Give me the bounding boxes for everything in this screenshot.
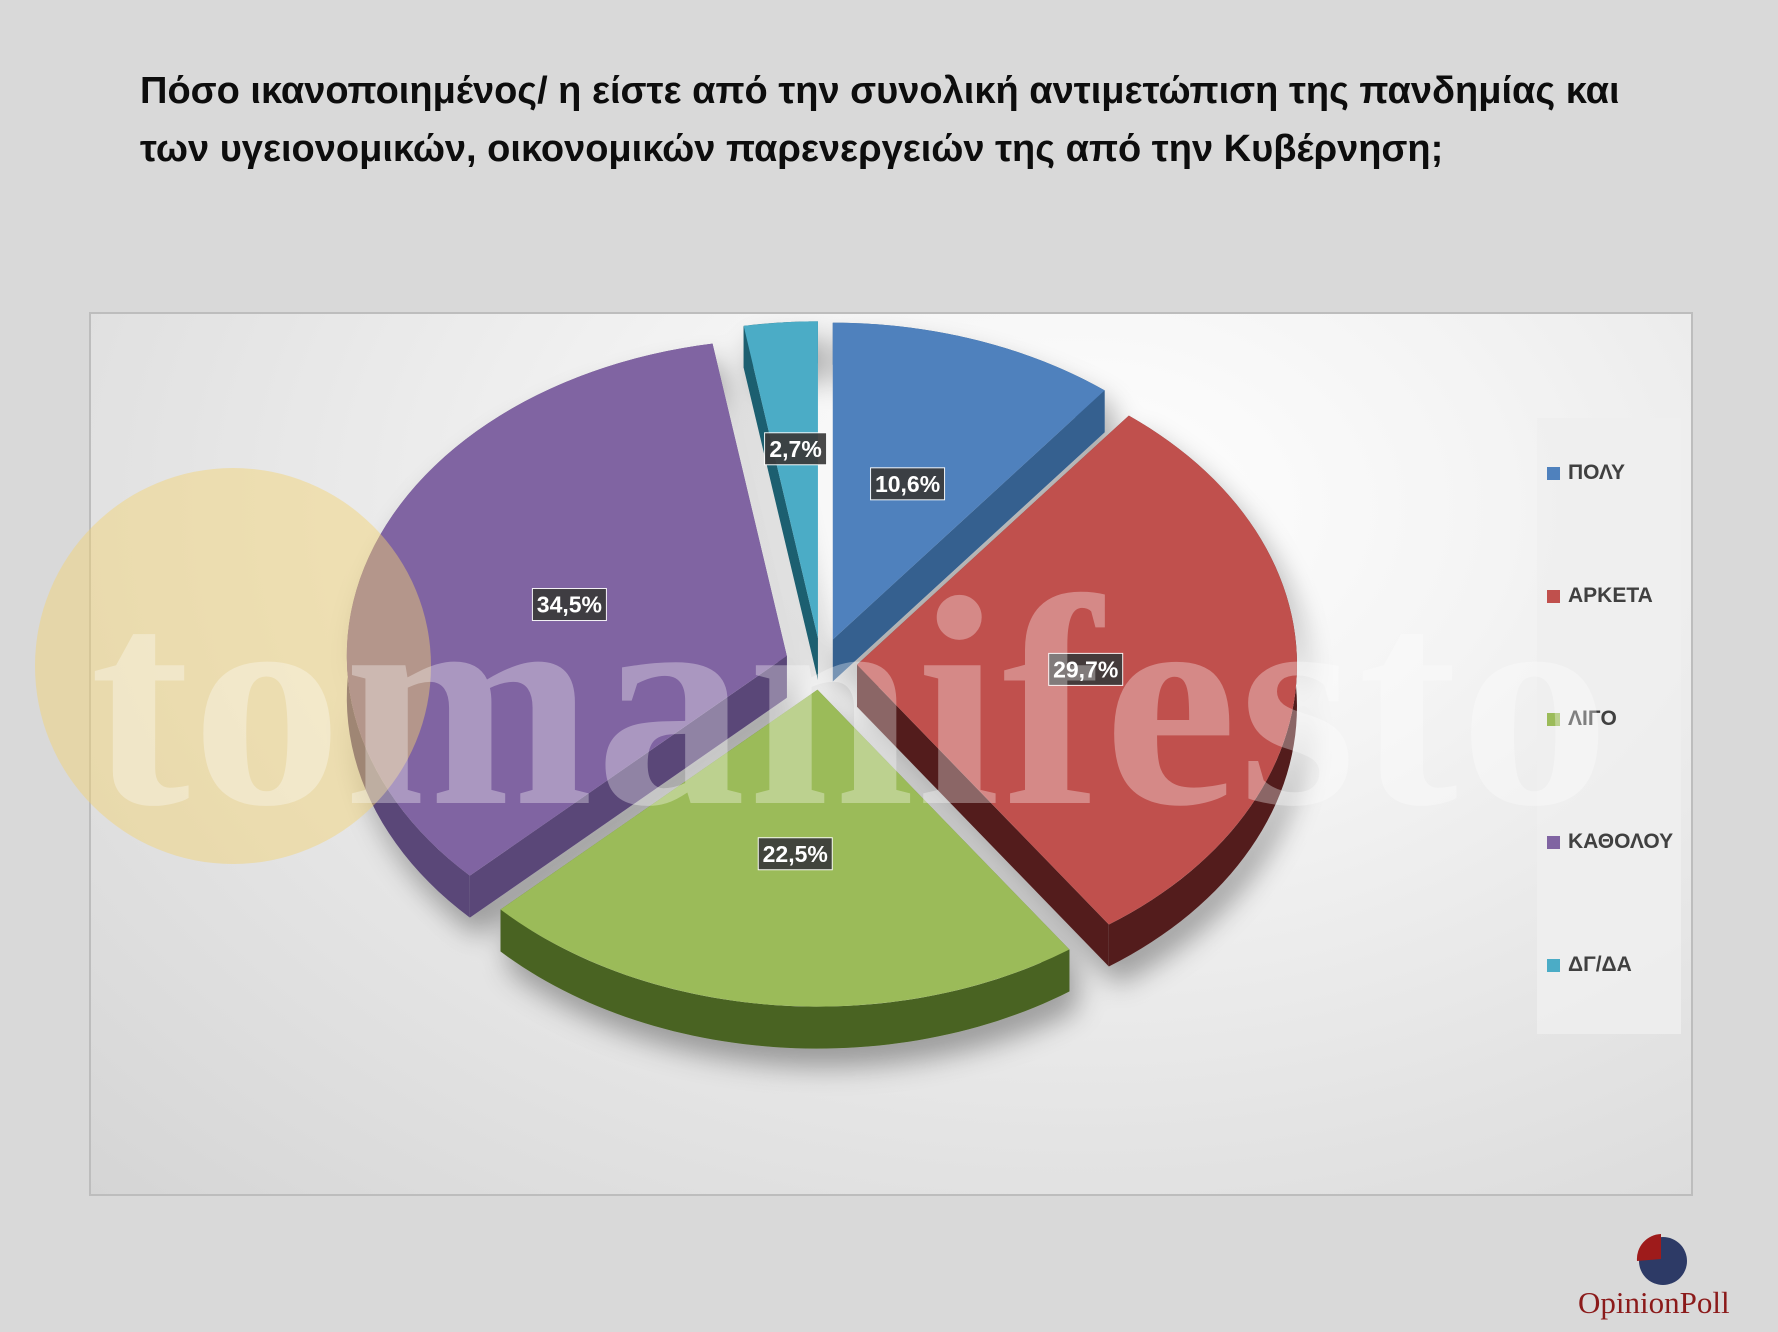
chart-area: 10,6% 29,7% 22,5% 34,5% 2,7% ΠΟΛΥ ΑΡΚΕΤΑ ΛΙΓΟ Κ… — [89, 312, 1693, 1196]
opinionpoll-logo: OpinionPoll — [1574, 1228, 1764, 1323]
data-label-text-1: 10,6% — [875, 471, 940, 497]
pie-wall-1-2 — [832, 390, 1105, 682]
data-label-2: 29,7% — [1048, 652, 1124, 686]
legend-item-2: ΑΡΚΕΤΑ — [1547, 583, 1653, 609]
data-label-text-5: 2,7% — [769, 436, 821, 462]
data-label-text-3: 22,5% — [763, 841, 828, 867]
legend-label-3: ΛΙΓΟ — [1568, 707, 1617, 730]
pie-side-3 — [500, 909, 1070, 1049]
legend-swatch-1 — [1547, 466, 1560, 480]
data-label-box-2 — [1048, 652, 1124, 686]
pie-slice-1 — [832, 322, 1105, 640]
data-label-box-1 — [870, 467, 946, 501]
pie-wall-4-1 — [469, 655, 787, 918]
legend-swatch-3 — [1547, 712, 1560, 726]
data-label-5: 2,7% — [764, 432, 828, 466]
legend-swatch-4 — [1547, 835, 1560, 849]
legend-label-1: ΠΟΛΥ — [1568, 461, 1626, 484]
logo-mark-wedge — [1636, 1234, 1661, 1261]
pie-wall-5-1 — [743, 325, 818, 681]
legend-item-1: ΠΟΛΥ — [1547, 460, 1625, 486]
pie-slice-5 — [743, 321, 818, 639]
data-label-box-4 — [531, 588, 607, 622]
legend-item-5: ΔΓ/ΔΑ — [1547, 952, 1632, 978]
data-label-1: 10,6% — [870, 467, 946, 501]
chart-title: Πόσο ικανοποιημένος/ η είστε από την συν… — [140, 70, 1620, 170]
legend-item-4: ΚΑΘΟΛΟΥ — [1547, 829, 1673, 855]
data-label-3: 22,5% — [757, 837, 833, 871]
legend-item-3: ΛΙΓΟ — [1547, 706, 1617, 732]
data-label-box-3 — [757, 837, 833, 871]
legend-label-4: ΚΑΘΟΛΟΥ — [1568, 830, 1674, 853]
logo-text: OpinionPoll — [1578, 1285, 1730, 1320]
chart-legend: ΠΟΛΥ ΑΡΚΕΤΑ ΛΙΓΟ ΚΑΘΟΛΟΥ ΔΓ/ΔΑ — [1537, 418, 1681, 1034]
legend-label-5: ΔΓ/ΔΑ — [1568, 953, 1632, 976]
data-label-box-5 — [764, 432, 828, 466]
pie-chart: 10,6% 29,7% 22,5% 34,5% 2,7% — [346, 321, 1297, 1049]
legend-label-2: ΑΡΚΕΤΑ — [1568, 584, 1653, 607]
watermark-circle — [35, 468, 431, 864]
watermark-text: tomanifesto — [90, 536, 1612, 868]
legend-swatch-5 — [1547, 958, 1560, 972]
legend-swatch-2 — [1547, 589, 1560, 603]
data-label-4: 34,5% — [531, 588, 607, 622]
data-label-text-4: 34,5% — [537, 592, 602, 618]
logo-mark-icon — [1636, 1234, 1687, 1285]
data-label-text-2: 29,7% — [1053, 656, 1118, 682]
pie-wall-2-2 — [856, 664, 1109, 967]
